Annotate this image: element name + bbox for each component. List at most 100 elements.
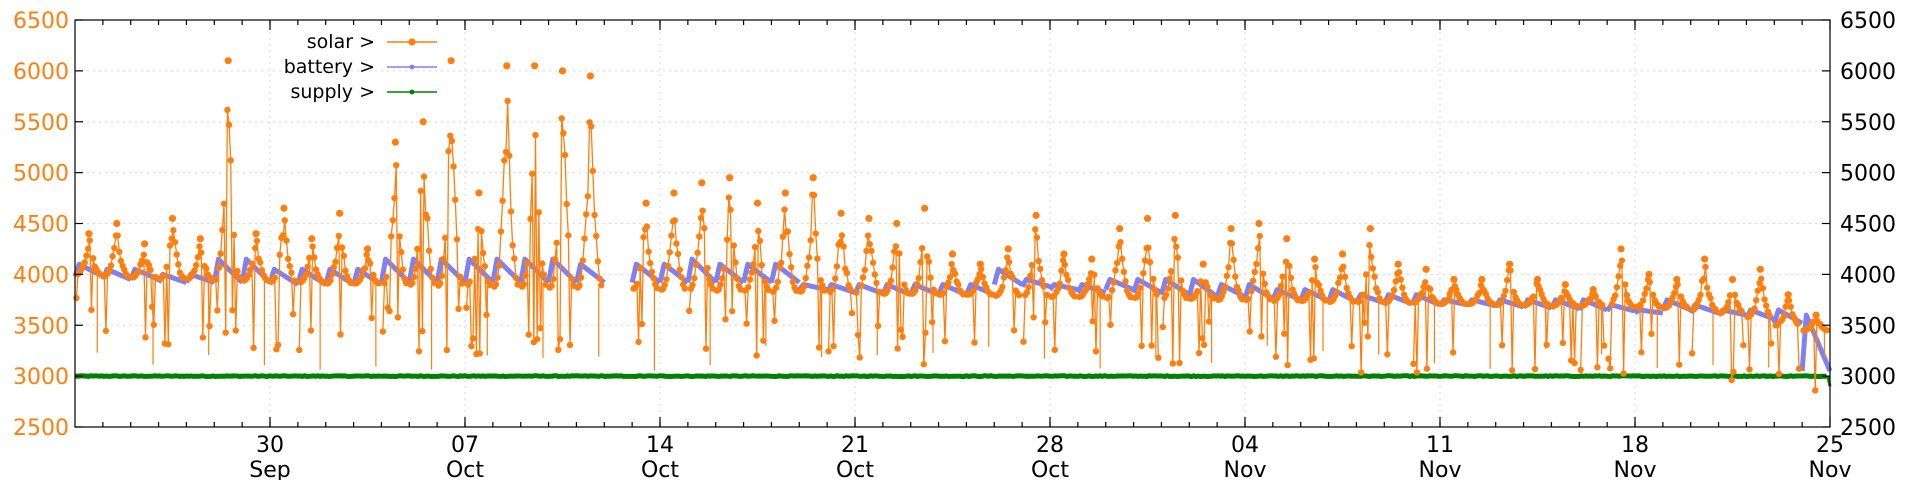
solar-point	[1390, 286, 1398, 294]
solar-point	[337, 331, 344, 338]
solar-point	[442, 234, 449, 242]
solar-point	[999, 283, 1006, 291]
solar-point	[896, 250, 903, 257]
solar-point	[745, 284, 752, 291]
solar-point	[722, 316, 729, 323]
solar-point	[381, 280, 388, 287]
solar-point	[1559, 339, 1567, 347]
solar-point	[781, 206, 788, 213]
solar-point	[1171, 235, 1178, 243]
solar-point	[837, 238, 844, 246]
solar-point	[1707, 294, 1714, 302]
solar-point	[678, 274, 685, 281]
solar-point	[1312, 263, 1319, 271]
solar-peak-point	[280, 204, 288, 212]
solar-point	[392, 161, 400, 169]
solar-day-line	[855, 235, 881, 358]
solar-point	[427, 265, 434, 273]
y-tick-label-left: 4500	[13, 213, 69, 238]
solar-point	[163, 263, 170, 271]
solar-point	[1618, 257, 1626, 264]
solar-point	[245, 271, 252, 279]
solar-point	[643, 223, 651, 230]
solar-point	[556, 335, 564, 343]
supply-line	[74, 373, 1828, 380]
solar-point	[135, 268, 142, 275]
solar-point	[1599, 302, 1606, 309]
solar-point	[701, 224, 708, 232]
solar-point	[1369, 265, 1377, 272]
solar-point	[1357, 369, 1365, 376]
x-tick-label-day: 30	[256, 433, 284, 458]
solar-point	[309, 243, 316, 250]
x-tick-label-month: Sep	[249, 458, 290, 480]
solar-point	[1333, 289, 1340, 296]
solar-point	[1536, 286, 1544, 293]
solar-point	[1497, 299, 1504, 306]
solar-point	[1395, 269, 1403, 276]
solar-point	[197, 249, 205, 256]
legend-marker-0	[408, 38, 416, 46]
solar-peak-point	[224, 57, 232, 65]
solar-peak-point	[1450, 275, 1458, 284]
solar-point	[923, 253, 931, 260]
solar-point	[1153, 291, 1160, 298]
solar-point	[302, 271, 310, 278]
solar-point	[812, 230, 819, 237]
solar-peak-point	[503, 62, 511, 70]
solar-point	[1140, 270, 1147, 277]
solar-point	[1592, 293, 1599, 300]
x-tick-label-month: Nov	[1809, 458, 1852, 480]
solar-point	[1259, 270, 1267, 277]
solar-point	[1427, 286, 1434, 293]
solar-point	[196, 243, 203, 250]
solar-day-line	[298, 246, 324, 350]
solar-point	[148, 303, 156, 311]
y-tick-label-right: 3500	[1840, 314, 1896, 339]
solar-point	[173, 251, 180, 258]
solar-point	[84, 245, 92, 252]
solar-point	[1362, 271, 1370, 278]
solar-point	[1785, 297, 1793, 304]
solar-point	[1746, 366, 1753, 373]
solar-point	[1577, 366, 1584, 374]
solar-point	[1766, 312, 1773, 319]
solar-peak-point	[1004, 245, 1012, 253]
x-tick-label-day: 25	[1816, 433, 1844, 458]
solar-point	[577, 274, 585, 281]
solar-point	[974, 275, 982, 283]
solar-point	[873, 279, 880, 287]
solar-point	[1700, 275, 1708, 282]
solar-point	[117, 257, 125, 265]
x-tick-label-day: 11	[1426, 433, 1454, 458]
solar-point	[532, 131, 539, 139]
solar-point	[230, 231, 238, 239]
solar-point	[1056, 280, 1063, 287]
solar-point	[894, 345, 901, 352]
solar-point	[1712, 306, 1719, 313]
solar-peak-point	[1812, 311, 1820, 319]
solar-point	[1310, 355, 1318, 362]
solar-point	[140, 251, 148, 258]
y-tick-label-left: 6000	[13, 60, 69, 85]
solar-point	[276, 251, 283, 258]
solar-peak-point	[1171, 211, 1179, 219]
solar-point	[771, 317, 778, 325]
solar-point	[386, 307, 393, 315]
solar-point	[250, 344, 257, 352]
solar-point	[804, 262, 811, 270]
solar-point	[1613, 283, 1621, 291]
solar-point	[1623, 291, 1631, 299]
solar-point	[1037, 265, 1044, 273]
solar-point	[1223, 272, 1231, 280]
solar-point	[825, 348, 832, 355]
solar-point	[224, 106, 231, 114]
solar-point	[699, 207, 706, 214]
solar-point	[311, 254, 318, 261]
solar-day-line	[1273, 261, 1299, 366]
solar-point	[840, 243, 847, 250]
solar-peak-point	[670, 189, 678, 197]
solar-point	[587, 123, 595, 130]
x-tick-label-day: 28	[1036, 433, 1064, 458]
